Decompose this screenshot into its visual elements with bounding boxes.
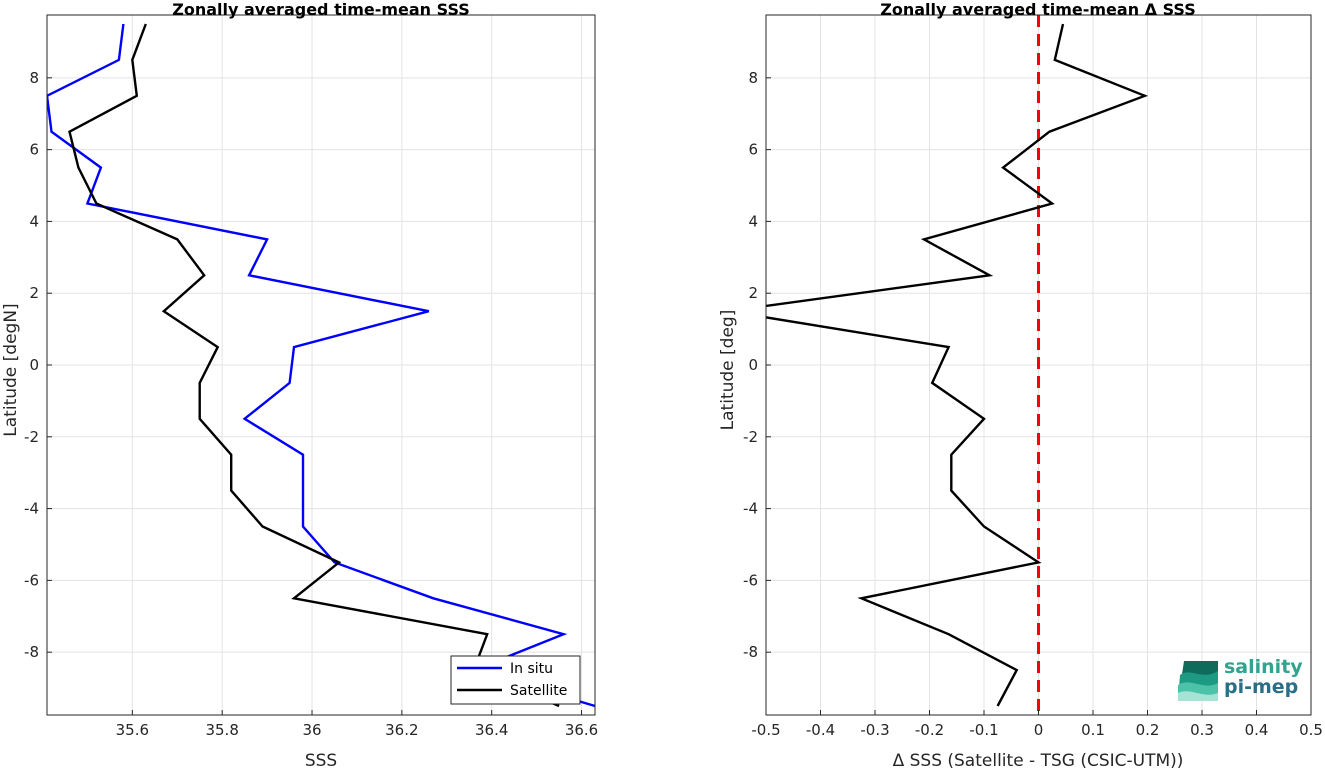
y-tick-label: 4: [29, 212, 39, 230]
y-tick-label: 6: [29, 141, 39, 159]
x-tick-label: 0.3: [1190, 721, 1214, 739]
ticks-right: -0.5 -0.4 -0.3 -0.2 -0.1 0 0.1 0.2 0.3 0.4 0.5 -8 -6…: [743, 69, 1323, 739]
y-axis-label-right: Latitude [deg]: [718, 310, 738, 431]
y-tick-label: -6: [24, 571, 39, 589]
series-left: [47, 23, 595, 708]
x-tick-label: 0: [1034, 721, 1044, 739]
y-tick-label: -4: [743, 500, 758, 518]
x-tick-label: -0.3: [860, 721, 889, 739]
sss-profile-panel: 35.6 35.8 36 36.2 36.4 36.6 -8 -6 -4 -2 0 2 4 6 8 Zona…: [1, 0, 598, 769]
legend-label-in-situ: In situ: [510, 661, 553, 677]
y-tick-label: 0: [29, 356, 39, 374]
grid-left: [47, 15, 595, 715]
x-axis-label-left: SSS: [305, 751, 337, 769]
legend: In situ Satellite: [450, 655, 581, 705]
y-tick-label: 0: [748, 356, 758, 374]
x-tick-label: 36.6: [565, 721, 598, 739]
series-right: [766, 23, 1149, 707]
logo-line-2: pi-mep: [1224, 676, 1299, 698]
x-tick-label: -0.2: [915, 721, 944, 739]
series-line-satellite: [68, 23, 560, 708]
x-tick-label: 0.4: [1245, 721, 1269, 739]
salinity-pi-mep-logo: salinity pi-mep: [1176, 657, 1306, 705]
legend-label-satellite: Satellite: [510, 683, 567, 699]
y-tick-label: 2: [748, 284, 758, 302]
x-tick-label: 36.2: [385, 721, 418, 739]
y-tick-label: 4: [748, 212, 758, 230]
chart-title-left: Zonally averaged time-mean SSS: [172, 0, 470, 19]
y-tick-label: 8: [29, 69, 39, 87]
wave-logo-icon: [1178, 661, 1218, 701]
y-tick-label: -6: [743, 571, 758, 589]
x-tick-label: 35.6: [116, 721, 149, 739]
y-tick-label: -8: [24, 643, 39, 661]
series-line-delta-sss: [766, 23, 1149, 707]
series-line-in-situ: [47, 23, 595, 708]
y-tick-label: 2: [29, 284, 39, 302]
x-tick-label: 35.8: [205, 721, 238, 739]
y-tick-label: -2: [743, 428, 758, 446]
y-tick-label: 8: [748, 69, 758, 87]
y-axis-label-left: Latitude [degN]: [1, 303, 21, 436]
y-tick-label: -8: [743, 643, 758, 661]
x-tick-label: 0.5: [1299, 721, 1323, 739]
delta-sss-profile-panel: -0.5 -0.4 -0.3 -0.2 -0.1 0 0.1 0.2 0.3 0.4 0.5 -8 -6…: [718, 0, 1323, 769]
logo-wordmark: salinity pi-mep: [1224, 657, 1303, 697]
x-tick-label: 0.1: [1081, 721, 1105, 739]
logo-line-1: salinity: [1224, 656, 1303, 678]
x-tick-label: 0.2: [1136, 721, 1160, 739]
x-tick-label: -0.1: [969, 721, 998, 739]
y-tick-label: -4: [24, 500, 39, 518]
y-tick-label: 6: [748, 141, 758, 159]
x-tick-label: -0.4: [806, 721, 835, 739]
ticks-left: 35.6 35.8 36 36.2 36.4 36.6 -8 -6 -4 -2 0 2 4 6 8: [24, 69, 598, 739]
y-tick-label: -2: [24, 428, 39, 446]
legend-box: [450, 655, 581, 705]
chart-title-right: Zonally averaged time-mean Δ SSS: [880, 0, 1196, 19]
x-tick-label: 36.4: [475, 721, 508, 739]
x-tick-label: 36: [302, 721, 321, 739]
x-tick-label: -0.5: [751, 721, 780, 739]
x-axis-label-right: Δ SSS (Satellite - TSG (CSIC-UTM)): [893, 751, 1184, 769]
